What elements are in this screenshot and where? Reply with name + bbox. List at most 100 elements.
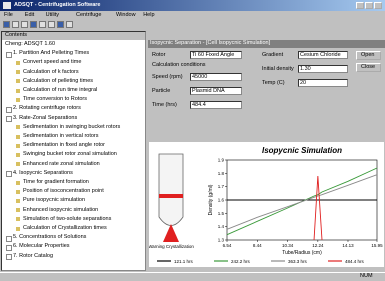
tree-expander[interactable]	[6, 236, 12, 242]
legend-label: 363.3 hrs	[288, 259, 308, 264]
tree-expander[interactable]	[6, 52, 12, 58]
y-axis-label: Density (g/ml)	[208, 184, 214, 215]
tree-expander[interactable]	[6, 107, 12, 113]
tree-item[interactable]: Pure isopycnic simulation	[23, 197, 85, 204]
tree-item[interactable]: Convert speed and time	[23, 59, 81, 66]
tree-icon	[16, 79, 20, 83]
tree-group[interactable]: 4. Isopycnic Separations	[13, 170, 73, 177]
toolbar-button[interactable]	[3, 21, 10, 28]
field-value: 1.30	[300, 66, 311, 73]
app-window: ADSQT - Centrifugation SoftwareFile Edit U…	[0, 0, 385, 281]
tree-expander[interactable]	[6, 254, 12, 260]
app-icon	[3, 2, 11, 9]
tree-icon	[16, 135, 20, 139]
tree-item[interactable]: Calculation of Crystallization times	[23, 225, 107, 232]
tree-item[interactable]: Enhanced rate zonal simulation	[23, 161, 100, 168]
menu-item[interactable]: Help	[143, 12, 154, 19]
tree-icon	[16, 70, 20, 74]
field-label: Time (hrs)	[152, 102, 177, 109]
field-label: Initial density	[262, 66, 294, 73]
field-label: Speed (rpm)	[152, 74, 183, 81]
tree-group[interactable]: 1. Partition And Pelleting Times	[13, 50, 89, 57]
field-value: Ti 60 Fixed Angle	[192, 52, 234, 59]
tree-icon	[16, 144, 20, 148]
tree-item[interactable]: Sedimentation in fixed angle rotor	[23, 142, 105, 149]
tree-icon	[16, 208, 20, 212]
toolbar-button[interactable]	[39, 21, 46, 28]
tree-item[interactable]: Calculation of pelleting times	[23, 78, 93, 85]
x-tick-label: 12.24	[312, 243, 324, 248]
tree-item[interactable]: Simulation of two-solute separations	[23, 216, 111, 223]
tree-icon	[16, 125, 20, 129]
tree-item[interactable]: Sedimentation in swinging bucket rotors	[23, 124, 120, 131]
series-line	[227, 175, 377, 230]
tube	[159, 154, 183, 226]
legend-label: 484.4 hrs	[345, 259, 365, 264]
panel-title: Isopycnic Separation - [Cell Isopycnic S…	[150, 40, 270, 47]
button-label[interactable]: Open	[361, 52, 374, 59]
contents-title: Contents	[5, 32, 27, 39]
field-value: 45000	[192, 74, 207, 81]
tree-group[interactable]: 3. Rate-Zonal Separations	[13, 115, 77, 122]
y-tick-label: 1.8	[218, 171, 225, 176]
field-label: Rotor	[152, 52, 165, 59]
tree-item[interactable]: Swinging bucket rotor zonal simulation	[23, 151, 117, 158]
menu-item[interactable]: Centrifuge	[76, 12, 101, 19]
tree-expander[interactable]	[6, 171, 12, 177]
tree-icon	[16, 89, 20, 93]
tree-expander[interactable]	[6, 245, 12, 251]
x-axis-label: Tube/Radius (cm)	[282, 250, 322, 256]
tree-icon	[16, 181, 20, 185]
tree-item[interactable]: Time for gradient formation	[23, 179, 89, 186]
tree-group[interactable]: 5. Concentrations of Solutions	[13, 234, 86, 241]
field-label: Temp (C)	[262, 80, 285, 87]
status-bar	[0, 272, 385, 281]
tree-group[interactable]: 6. Molecular Properties	[13, 243, 70, 250]
tree-root[interactable]: Cheng: ADSQT 1.60	[5, 41, 55, 48]
status-text: NUM	[360, 273, 373, 280]
tree-icon	[16, 217, 20, 221]
x-tick-label: 10.34	[282, 243, 294, 248]
tree-item[interactable]: Calculation of run time integral	[23, 87, 97, 94]
tree-item[interactable]: Position of isoconcentration point	[23, 188, 104, 195]
x-tick-label: 8.44	[253, 243, 262, 248]
tree-icon	[16, 153, 20, 157]
tree-item[interactable]: Time conversion to Rotors	[23, 96, 87, 103]
field-label: Particle	[152, 88, 170, 95]
tree-group[interactable]: 7. Rotor Catalog	[13, 253, 53, 260]
warning-triangle	[163, 224, 179, 242]
menu-item[interactable]: Window	[116, 12, 136, 19]
tree-group[interactable]: 2. Rotating centrifuge rotors	[13, 105, 81, 112]
menu-item[interactable]: Utility	[46, 12, 59, 19]
field-label: Gradient	[262, 52, 283, 59]
tree-item[interactable]: Calculation of k factors	[23, 69, 79, 76]
tree-icon	[16, 61, 20, 65]
tree-item[interactable]: Enhanced isopycnic simulation	[23, 207, 98, 214]
legend-label: 121.1 hrs	[174, 259, 194, 264]
toolbar-button[interactable]	[12, 21, 19, 28]
tree-icon	[16, 199, 20, 203]
toolbar-button[interactable]	[30, 21, 37, 28]
toolbar-button[interactable]	[48, 21, 55, 28]
button-label[interactable]: Close	[361, 64, 375, 71]
field-value: 20	[300, 80, 306, 87]
window-button[interactable]	[365, 2, 373, 9]
window-button[interactable]	[374, 2, 382, 9]
menu-item[interactable]: Edit	[25, 12, 34, 19]
menu-item[interactable]: File	[4, 12, 13, 19]
tree-expander[interactable]	[6, 116, 12, 122]
window-button[interactable]	[356, 2, 364, 9]
field-value: Cesium Chloride	[300, 52, 341, 59]
toolbar-button[interactable]	[66, 21, 73, 28]
tree-item[interactable]: Sedimentation in vertical rotors	[23, 133, 99, 140]
button[interactable]: Close	[356, 63, 381, 72]
toolbar-button[interactable]	[57, 21, 64, 28]
window-title: ADSQT - Centrifugation Software	[14, 2, 100, 9]
chart-title: Isopycnic Simulation	[262, 146, 342, 155]
toolbar-button[interactable]	[21, 21, 28, 28]
button[interactable]: Open	[356, 51, 381, 60]
y-tick-label: 1.3	[218, 238, 225, 243]
series-line	[314, 176, 322, 240]
field-value: Plasmid DNA	[192, 88, 225, 95]
warning-text: Warning Crystallization	[149, 244, 194, 249]
